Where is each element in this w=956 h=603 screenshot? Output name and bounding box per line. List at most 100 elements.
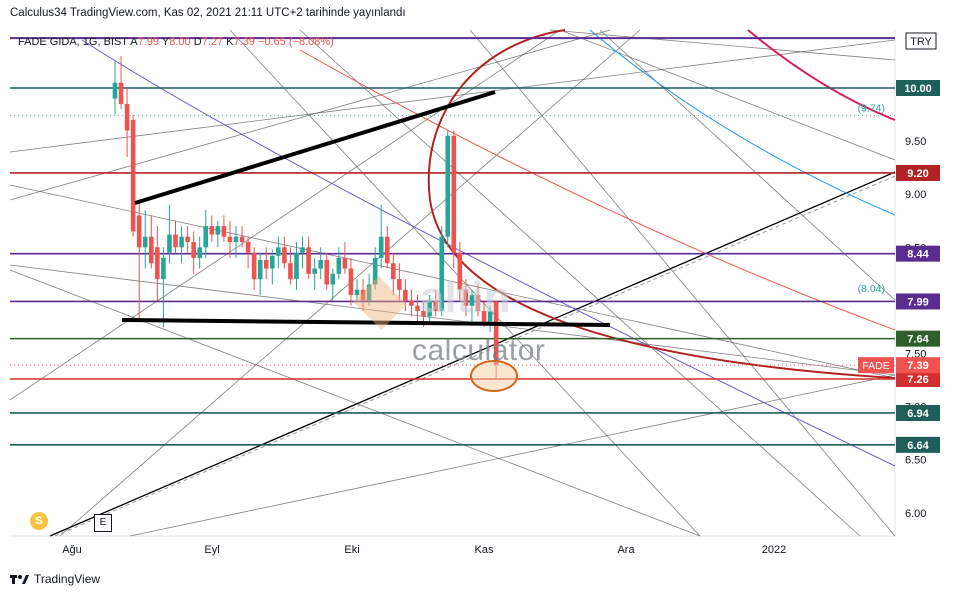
candle-body <box>251 252 257 280</box>
low-label: D <box>193 36 202 48</box>
level-tag <box>896 330 940 347</box>
trend-line <box>469 29 896 537</box>
candle-body <box>300 247 305 253</box>
candle-body <box>378 236 384 258</box>
candle-body <box>433 300 438 312</box>
candle-body <box>384 236 390 264</box>
trend-line <box>549 29 896 61</box>
watermark-logo-icon <box>353 276 407 330</box>
tradingview-brand[interactable]: TradingView <box>10 572 100 586</box>
level-tag-label: 6.64 <box>907 440 929 452</box>
trend-line <box>9 29 611 201</box>
candle-body <box>197 247 202 258</box>
candle-body <box>372 257 378 285</box>
level-tag-label: 10.00 <box>904 83 932 95</box>
candle-body <box>475 295 481 312</box>
candle-body <box>239 236 245 242</box>
trend-line <box>54 175 896 537</box>
candle-body <box>415 305 420 312</box>
candle-body <box>324 260 330 285</box>
open-label: A <box>130 36 138 48</box>
level-tag-label: 7.64 <box>907 334 929 346</box>
candle-body <box>136 215 142 248</box>
candle-body <box>330 273 336 285</box>
level-tag-label: 7.99 <box>907 296 928 308</box>
candle-body <box>233 236 239 242</box>
x-tick-label: 2022 <box>762 544 786 556</box>
high-label: Y <box>161 36 170 48</box>
candle-body <box>124 103 130 131</box>
candle-body <box>130 119 136 232</box>
earnings-badge[interactable]: E <box>94 514 112 532</box>
candle-body <box>142 236 148 248</box>
level-tag <box>896 164 940 181</box>
candle-body <box>457 252 463 290</box>
drawings-layer <box>9 29 896 537</box>
brand-name: TradingView <box>34 572 101 586</box>
candle-body <box>445 135 451 237</box>
trend-line <box>9 269 701 537</box>
magenta-curve <box>747 29 896 121</box>
candle-body <box>427 300 432 317</box>
candle-body <box>263 260 269 269</box>
y-tick-label: 9.00 <box>905 189 926 201</box>
trend-line <box>9 39 896 153</box>
x-tick-label: Ara <box>617 544 635 556</box>
high-value: 8.00 <box>169 36 191 48</box>
candle-body <box>167 234 172 253</box>
candle-body <box>288 263 293 280</box>
purple-curve <box>81 39 896 467</box>
candle-body <box>403 289 408 301</box>
resistance-line <box>134 90 496 205</box>
candle-body <box>342 257 348 269</box>
currency-label: TRY <box>910 36 932 48</box>
y-tick-label: 9.50 <box>905 136 926 148</box>
candle-body <box>270 255 275 269</box>
candle-body <box>409 300 414 306</box>
watermark-altin: altin <box>420 273 510 322</box>
candle-body <box>336 257 342 274</box>
red-curve <box>299 49 896 331</box>
candle-body <box>397 279 402 290</box>
candle-body <box>391 263 396 280</box>
x-tick-label: Kas <box>475 544 494 556</box>
candle-body <box>221 226 227 237</box>
trend-line <box>49 171 896 537</box>
blue-curve <box>589 29 896 216</box>
last-price-tag <box>896 357 940 374</box>
candle-body <box>439 236 444 312</box>
candle-body <box>161 257 166 280</box>
watermark-calculator: calculator <box>412 334 546 367</box>
candle-body <box>191 241 196 258</box>
level-tag-label: 9.20 <box>907 168 928 180</box>
overlay-layer: altin (9.74) (8.04) <box>121 90 885 392</box>
candle-body <box>203 226 209 248</box>
candle-body <box>366 284 372 301</box>
axis-layer: 10.009.509.008.508.007.507.006.506.0010.… <box>62 32 940 556</box>
candle-body <box>112 82 118 99</box>
level-tag <box>896 370 940 387</box>
x-tick-label: Eyl <box>204 544 219 556</box>
candle-body <box>294 252 299 280</box>
tradingview-logo-icon <box>10 575 29 584</box>
candle-body <box>487 311 493 322</box>
highlight-ellipse <box>470 360 518 392</box>
candle-body <box>451 135 457 253</box>
candle-body <box>245 241 251 253</box>
candle-body <box>469 295 475 306</box>
candle-body <box>360 289 366 301</box>
symbol-tag-label: FADE <box>862 360 889 372</box>
candle-body <box>257 260 263 280</box>
symbol-legend: FADE GIDA, 1G, BIST A7.99 Y8.00 D7.27 K7… <box>18 36 334 48</box>
trend-line <box>9 184 896 379</box>
y-tick-label: 6.00 <box>905 508 926 520</box>
candle-body <box>179 236 184 248</box>
level-tag-label: 6.94 <box>907 408 929 420</box>
dividend-badge[interactable]: S <box>30 512 48 530</box>
candle-body <box>421 311 426 317</box>
levels-layer <box>10 37 895 446</box>
candle-body <box>282 247 287 264</box>
symbol-name[interactable]: FADE GIDA, 1G, BIST <box>18 36 128 48</box>
close-label: K <box>226 36 234 48</box>
